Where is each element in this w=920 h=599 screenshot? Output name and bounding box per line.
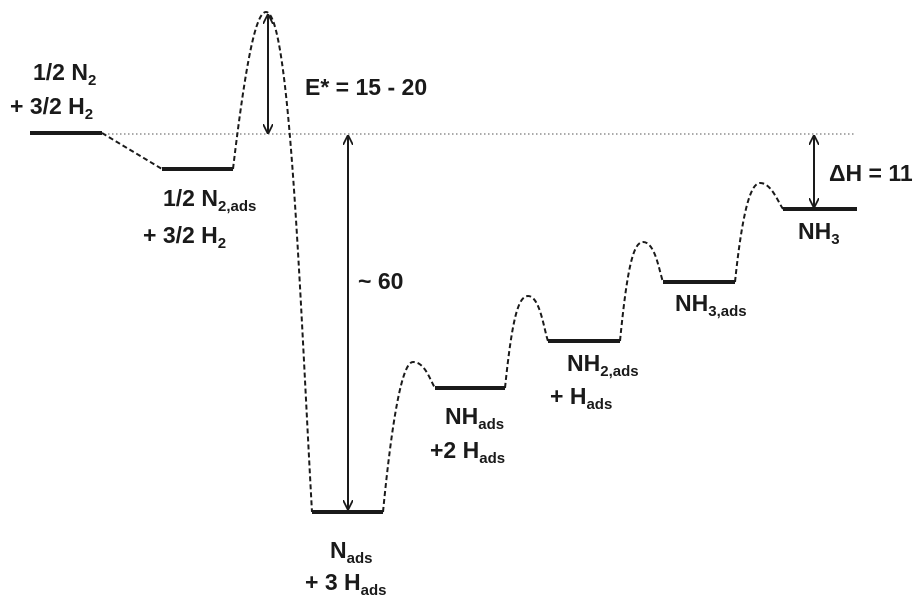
path-dissociation-barrier [232,10,313,513]
svg-text:NH2,ads: NH2,ads [567,350,639,380]
svg-text:+ 3/2 H2: + 3/2 H2 [10,93,93,123]
svg-text:+ 3 Hads: + 3 Hads [305,569,386,599]
label-nh3: NH3 [798,218,840,248]
label-n-ads: Nads + 3 Hads [305,537,386,599]
path-barrier-4 [734,181,784,283]
svg-text:NH3,ads: NH3,ads [675,290,747,320]
svg-text:+ Hads: + Hads [550,383,612,413]
svg-text:1/2 N2: 1/2 N2 [33,59,96,89]
path-barrier-3 [619,240,664,342]
svg-text:+ 3/2 H2: + 3/2 H2 [143,222,226,252]
label-nh3-ads: NH3,ads [675,290,747,320]
svg-text:NH3: NH3 [798,218,840,248]
well-depth-label: ~ 60 [358,268,403,294]
label-reactants: 1/2 N2 + 3/2 H2 [10,59,96,123]
svg-text:Nads: Nads [330,537,372,567]
svg-text:NHads: NHads [445,403,504,433]
path-barrier-2 [504,294,549,389]
label-nh2-ads: NH2,ads + Hads [550,350,639,413]
path-adsorption [101,132,163,170]
label-nh-ads: NHads +2 Hads [430,403,505,467]
activation-energy-label: E* = 15 - 20 [305,74,427,100]
label-n2-ads: 1/2 N2,ads + 3/2 H2 [143,185,256,252]
svg-text:1/2 N2,ads: 1/2 N2,ads [163,185,256,215]
svg-text:+2 Hads: +2 Hads [430,437,505,467]
enthalpy-label: ΔH = 11 [829,160,913,186]
path-barrier-1 [382,360,436,513]
